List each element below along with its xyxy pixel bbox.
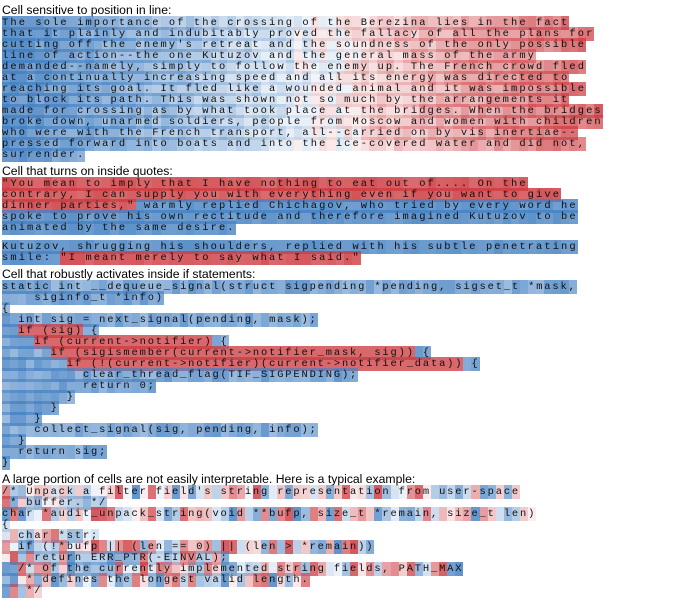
text-line: pressed forward into boats and into the …	[2, 137, 587, 151]
text-line: char *str;	[2, 529, 685, 543]
text-line: if (!(current->notifier)(current->notifi…	[2, 357, 685, 371]
text-line: }	[2, 434, 685, 448]
text-line: animated by the same desire.	[2, 221, 236, 235]
text-line: if (sig) {	[2, 324, 685, 338]
text-line: The sole importance of the crossing of t…	[2, 16, 570, 30]
text-line: to block its path. This was shown not so…	[2, 93, 570, 107]
text-line: who were with the French transport, all-…	[2, 126, 578, 140]
text-line: * defines the longest valid length.	[2, 573, 685, 587]
activation-text-block: static int __dequeue_signal(struct sigpe…	[2, 280, 685, 470]
text-line: {	[2, 302, 11, 316]
text-line: contrary, I can supply you with everythi…	[2, 188, 562, 202]
activation-text-block: /* Unpack a filter field's string repres…	[2, 485, 685, 598]
text-line: * buffer. */	[2, 496, 685, 510]
text-line: return ERR_PTR(-EINVAL);	[2, 551, 685, 565]
activation-text-block: "You mean to imply that I have nothing t…	[2, 177, 685, 235]
text-line: "You mean to imply that I have nothing t…	[2, 177, 528, 191]
text-line: char *audit_unpack_string(void **bufp, s…	[2, 507, 537, 521]
text-line: spoke to prove his own rectitude and the…	[2, 210, 578, 224]
text-line: Kutuzov, shrugging his shoulders, replie…	[2, 240, 578, 254]
text-line: }	[2, 401, 685, 415]
text-line: broke down, unarmed soldiers, people fro…	[2, 115, 603, 129]
text-line: static int __dequeue_signal(struct sigpe…	[2, 280, 577, 294]
text-line: /* Of the currently implemented string f…	[2, 562, 685, 576]
section-title: A large portion of cells are not easily …	[2, 472, 416, 486]
text-line: made for crossing as by what took place …	[2, 104, 603, 118]
text-line: surrender.	[2, 148, 86, 162]
section-title: Cell sensitive to position in line:	[2, 3, 172, 17]
section-title: Cell that turns on inside quotes:	[2, 164, 173, 178]
text-line: }	[2, 456, 11, 470]
text-line: collect_signal(sig, pending, info);	[2, 423, 685, 437]
text-line: int sig = next_signal(pending, mask);	[2, 313, 685, 327]
activation-text-block: Kutuzov, shrugging his shoulders, replie…	[2, 240, 685, 265]
text-line: return 0;	[2, 379, 685, 393]
text-line: reaching its goal. It fled like a wounde…	[2, 82, 587, 96]
text-line: at a continually increasing speed and al…	[2, 71, 570, 85]
text-line: clear_thread_flag(TIF_SIGPENDING);	[2, 368, 685, 382]
section-title: Cell that robustly activates inside if s…	[2, 267, 256, 281]
text-line: if (!*bufp || (len == 0) || (len > *rema…	[2, 540, 685, 554]
text-line: }	[2, 412, 685, 426]
text-line: }	[2, 390, 685, 404]
activation-text-block: The sole importance of the crossing of t…	[2, 16, 685, 162]
text-line: smile: "I meant merely to say what I sai…	[2, 251, 361, 265]
text-line: demanded--namely, simply to follow the e…	[2, 60, 587, 74]
text-line: if (sigismember(current->notifier_mask, …	[2, 346, 685, 360]
text-line: line of action--the one Kutuzov and the …	[2, 49, 536, 63]
text-line: cutting off the enemy's retreat and the …	[2, 38, 587, 52]
text-line: that it plainly and indubitably proved t…	[2, 27, 595, 41]
text-line: return sig;	[2, 445, 685, 459]
lstm-cell-visualizations: Cell sensitive to position in line: The s…	[2, 2, 685, 599]
text-line: {	[2, 518, 11, 532]
text-line: dinner parties," warmly replied Chichago…	[2, 199, 578, 213]
text-line: if (current->notifier) {	[2, 335, 685, 349]
text-line: /* Unpack a filter field's string repres…	[2, 485, 520, 499]
text-line: siginfo_t *info)	[2, 291, 685, 305]
text-line: */	[2, 584, 685, 598]
